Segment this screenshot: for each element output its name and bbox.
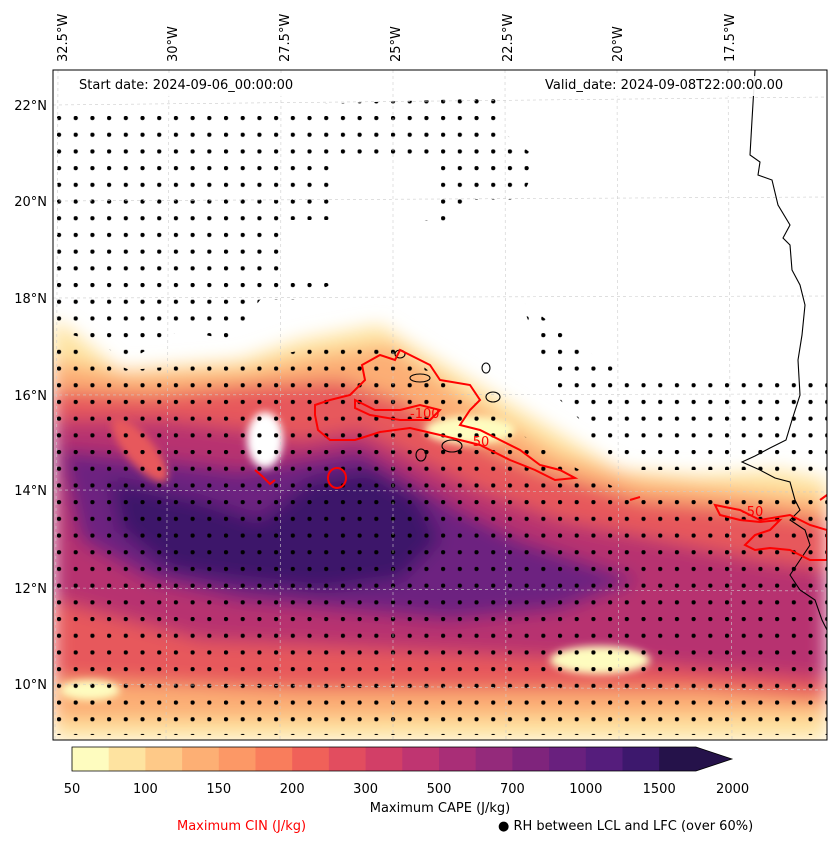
- colorbar-swatch: [182, 747, 220, 771]
- colorbar-swatch: [402, 747, 440, 771]
- valid-date-box: [540, 76, 805, 96]
- lat-label: 18°N: [14, 292, 47, 307]
- colorbar-swatch: [659, 747, 697, 771]
- colorbar-tick-label: 150: [206, 782, 232, 797]
- cin-contour-label-2: -50: [468, 435, 489, 450]
- map-frame: [52, 69, 828, 741]
- colorbar-swatch: [622, 747, 660, 771]
- colorbar-tick-label: 50: [63, 782, 81, 797]
- colorbar-tick-label: 100: [132, 782, 158, 797]
- lon-label: 22.5°W: [501, 14, 516, 62]
- lat-label: 10°N: [14, 678, 47, 693]
- lon-label: 17.5°W: [723, 14, 738, 62]
- rh-stipple: [53, 98, 827, 735]
- colorbar-swatch: [72, 747, 110, 771]
- colorbar-swatch: [145, 747, 183, 771]
- colorbar-swatch: [585, 747, 623, 771]
- gridlines: [53, 70, 827, 740]
- colorbar-tick-label: 1000: [569, 782, 603, 797]
- map-area: -100 -50 -50: [53, 70, 827, 740]
- colorbar-swatch: [108, 747, 146, 771]
- cin-legend: Maximum CIN (J/kg): [177, 819, 307, 834]
- colorbar-swatch: [549, 747, 587, 771]
- colorbar-label: Maximum CAPE (J/kg): [369, 801, 511, 816]
- rh-legend-label: RH between LCL and LFC (over 60%): [513, 819, 754, 834]
- colorbar-extend-arrow: [695, 747, 732, 771]
- lat-label: 20°N: [14, 195, 47, 210]
- lat-label: 16°N: [14, 389, 47, 404]
- start-date-box: [73, 76, 313, 96]
- colorbar-tick-label: 1500: [642, 782, 676, 797]
- colorbar-swatch: [292, 747, 330, 771]
- coastline: [394, 70, 827, 631]
- colorbar-tick-label: 2000: [716, 782, 750, 797]
- colorbar-swatch: [439, 747, 477, 771]
- colorbar-tick-label: 200: [279, 782, 305, 797]
- colorbar-swatch: [255, 747, 293, 771]
- cin-contour-label-3: -50: [742, 505, 763, 520]
- colorbar-tick-label: 500: [426, 782, 452, 797]
- lat-labels: 22°N 20°N 18°N 16°N 14°N 12°N 10°N: [14, 99, 47, 693]
- lon-label: 32.5°W: [56, 14, 71, 62]
- lat-label: 12°N: [14, 582, 47, 597]
- colorbar-outline: [71, 746, 734, 772]
- valid-date-text: Valid_date: 2024-09-08T22:00:00.00: [545, 78, 784, 93]
- cin-contours: [254, 348, 827, 561]
- lon-label: 25°W: [389, 26, 404, 62]
- lon-label: 30°W: [166, 26, 181, 62]
- colorbar-swatch: [475, 747, 513, 771]
- colorbar: [71, 746, 734, 772]
- rh-legend: ● RH between LCL and LFC (over 60%): [498, 819, 753, 834]
- colorbar-tick-label: 300: [353, 782, 379, 797]
- colorbar-tick-label: 700: [499, 782, 525, 797]
- lat-label: 22°N: [14, 99, 47, 114]
- lat-label: 14°N: [14, 484, 47, 499]
- colorbar-swatch: [512, 747, 550, 771]
- rh-dot-icon: ●: [498, 819, 510, 834]
- colorbar-swatch: [328, 747, 367, 771]
- cin-contour-label-1: -100: [410, 407, 440, 422]
- lon-label: 20°W: [611, 26, 626, 62]
- colorbar-swatch: [365, 747, 403, 771]
- colorbar-swatch: [218, 747, 256, 771]
- start-date-text: Start date: 2024-09-06_00:00:00: [79, 78, 294, 93]
- lon-labels: 32.5°W 30°W 27.5°W 25°W 22.5°W 20°W 17.5…: [56, 14, 738, 62]
- lon-label: 27.5°W: [278, 14, 293, 62]
